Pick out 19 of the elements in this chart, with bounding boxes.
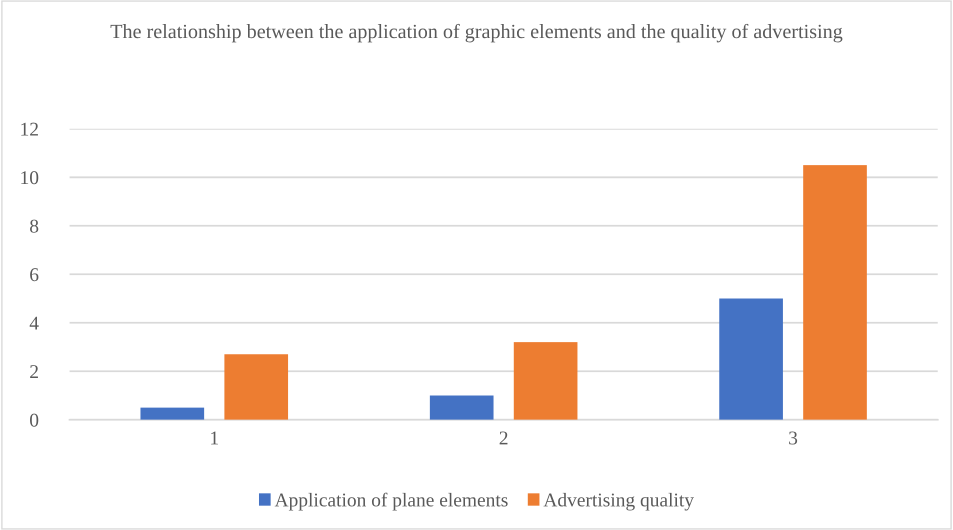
chart-title: The relationship between the application of graphic elements and the quality of advertising [110,24,842,42]
y-tick-label: 8 [30,220,38,233]
y-tick-label: 6 [30,268,38,282]
x-tick-label: 1 [211,432,218,444]
y-tick-label: 4 [30,316,39,330]
bar [719,298,783,420]
bar [140,408,204,420]
bar [430,396,494,420]
legend-label: Advertising quality [544,492,694,511]
bar [224,354,288,420]
x-tick-label: 2 [500,431,508,444]
x-tick-label: 3 [789,431,798,445]
bar [514,342,578,420]
y-tick-label: 12 [21,122,38,136]
legend-label: Application of plane elements [274,492,508,510]
y-tick-label: 0 [30,414,38,427]
bar [803,165,867,420]
y-tick-label: 2 [30,365,38,378]
y-tick-label: 10 [21,171,38,184]
